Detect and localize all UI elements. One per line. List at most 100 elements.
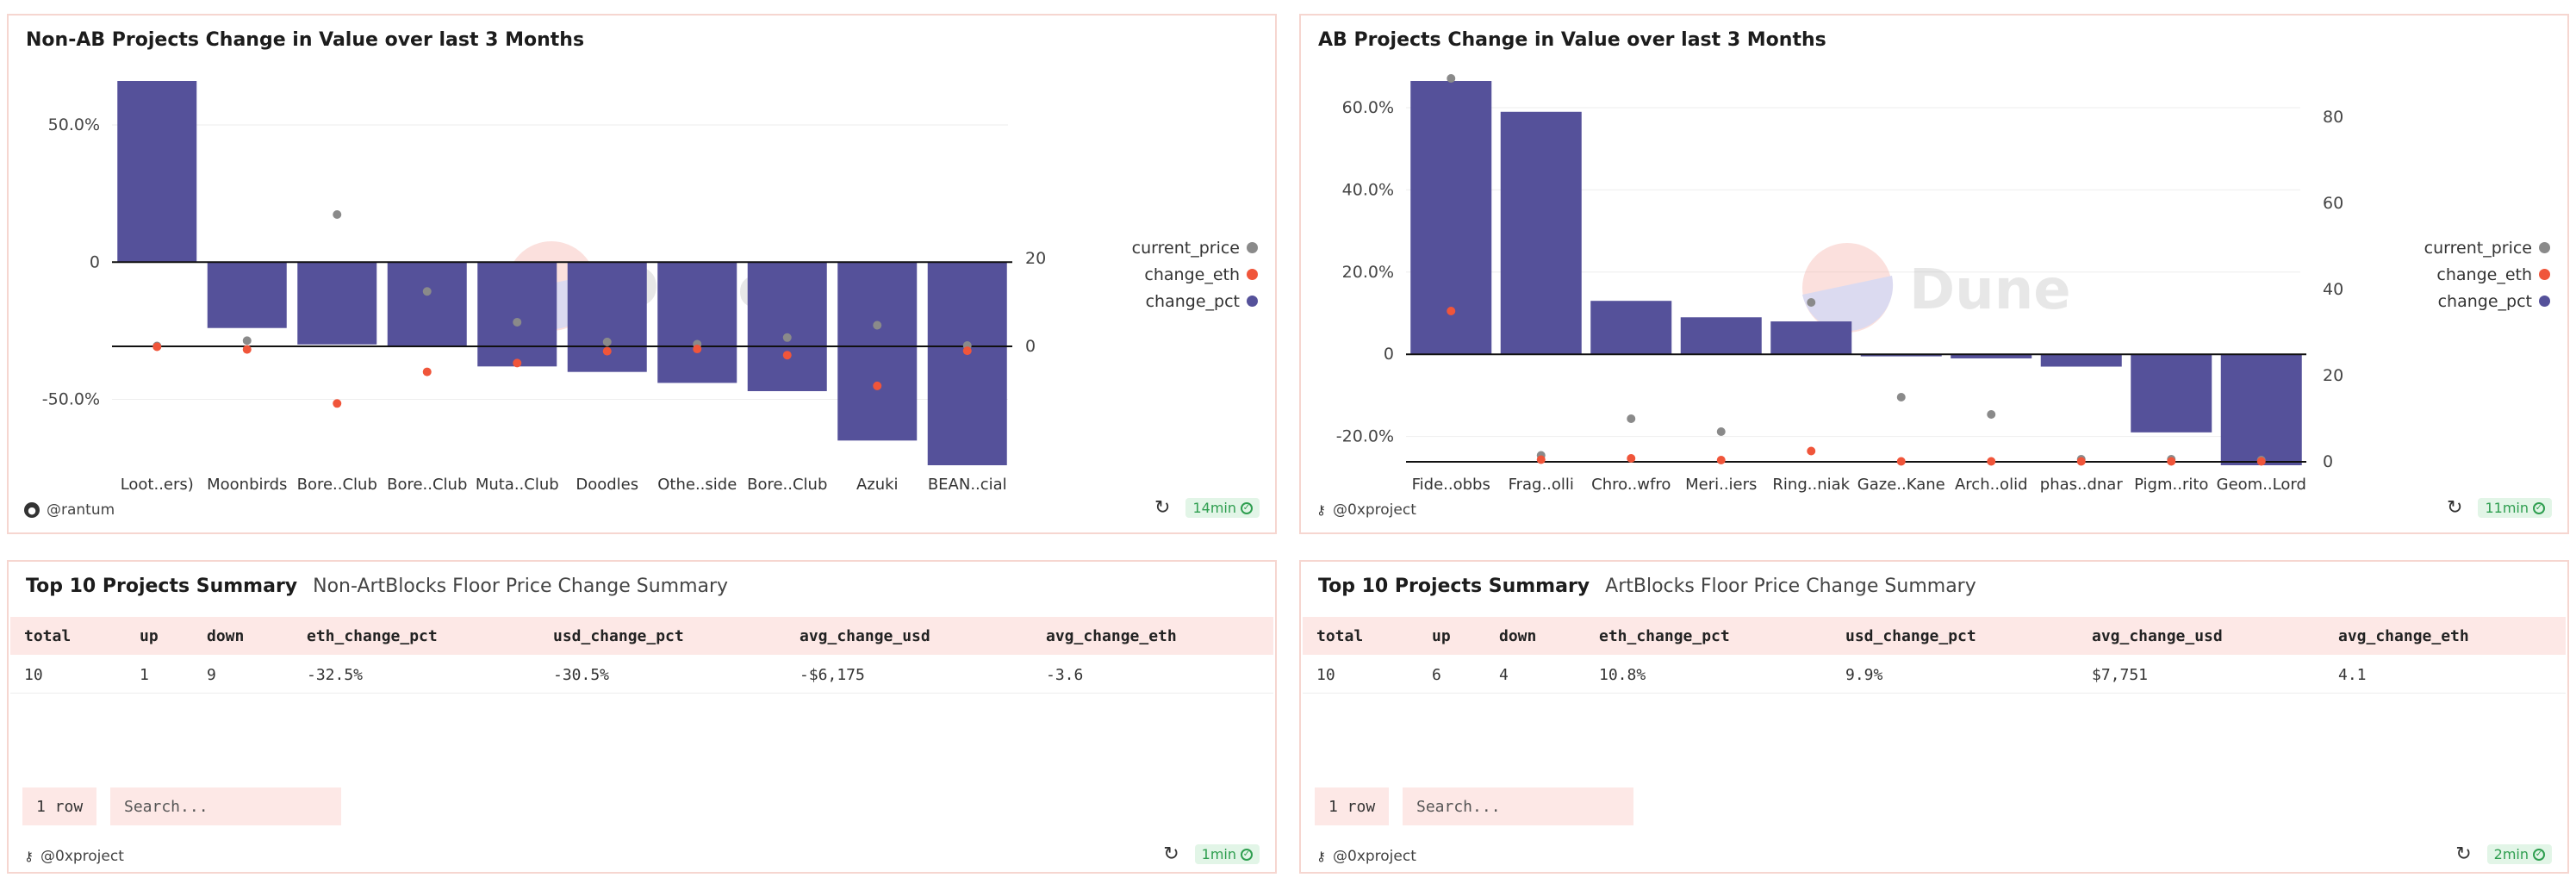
refresh-icon[interactable]: ↻ <box>1163 843 1179 865</box>
chart-author[interactable]: ⚷ @0xproject <box>1316 501 1416 519</box>
legend-dot-icon <box>1247 242 1258 253</box>
refresh-icon[interactable]: ↻ <box>2455 843 2472 865</box>
x-tick-label: Ring..niak <box>1772 476 1850 494</box>
column-header[interactable]: down <box>207 627 245 645</box>
price-dot <box>1896 393 1906 401</box>
chart-legend: current_price change_eth change_pct <box>2424 234 2550 314</box>
legend-change-pct[interactable]: change_pct <box>2424 288 2550 314</box>
change-eth-dot <box>2167 457 2176 466</box>
chart-author[interactable]: ● @rantum <box>24 501 115 519</box>
y2-tick-label: 60 <box>2323 194 2343 213</box>
y2-tick-label: 80 <box>2323 108 2343 127</box>
y-tick-label: 0 <box>90 252 100 271</box>
bar <box>387 262 467 348</box>
column-header[interactable]: avg_change_eth <box>1046 627 1177 645</box>
price-dot <box>1627 414 1636 423</box>
table-author[interactable]: ⚷ @0xproject <box>1316 848 1416 865</box>
table-status: ↻ 2min ✓ <box>2455 844 2552 864</box>
table-title: Top 10 Projects Summary ArtBlocks Floor P… <box>1318 576 1976 597</box>
legend-change-pct[interactable]: change_pct <box>1132 288 1258 314</box>
check-icon: ✓ <box>2533 848 2545 861</box>
column-header[interactable]: usd_change_pct <box>553 627 684 645</box>
refresh-icon[interactable]: ↻ <box>1154 496 1171 519</box>
price-dot <box>242 336 252 345</box>
chart-panel-ab: AB Projects Change in Value over last 3 … <box>1299 14 2569 534</box>
legend-change-eth[interactable]: change_eth <box>2424 261 2550 288</box>
chart-legend: current_price change_eth change_pct <box>1132 234 1258 314</box>
x-tick-label: Pigm..rito <box>2134 476 2208 494</box>
x-tick-label: Arch..olid <box>1955 476 2028 494</box>
column-header[interactable]: avg_change_usd <box>800 627 930 645</box>
dune-watermark: Dune <box>1802 243 2071 333</box>
table-row[interactable]: 10 1 9 -32.5% -30.5% -$6,175 -3.6 <box>10 655 1273 694</box>
avatar-icon: ● <box>24 502 40 518</box>
column-header[interactable]: down <box>1499 627 1537 645</box>
bar <box>1860 354 1942 357</box>
table-title: Top 10 Projects Summary Non-ArtBlocks Flo… <box>26 576 729 597</box>
column-header[interactable]: up <box>1432 627 1451 645</box>
y2-tick-label: 0 <box>1025 337 1036 356</box>
y-tick-label: 40.0% <box>1342 180 1394 199</box>
legend-change-eth[interactable]: change_eth <box>1132 261 1258 288</box>
search-input[interactable] <box>110 787 341 825</box>
key-icon: ⚷ <box>24 849 34 864</box>
price-dot <box>1447 74 1456 83</box>
price-dot <box>513 317 522 327</box>
change-eth-dot <box>962 346 972 356</box>
row-count-badge: 1 row <box>1315 787 1390 825</box>
check-icon: ✓ <box>2533 501 2545 514</box>
chart-title: AB Projects Change in Value over last 3 … <box>1318 29 1826 51</box>
column-header[interactable]: total <box>1316 627 1364 645</box>
bar <box>2040 354 2122 367</box>
table-row[interactable]: 10 6 4 10.8% 9.9% $7,751 4.1 <box>1303 655 2566 694</box>
table-subtitle: ArtBlocks Floor Price Change Summary <box>1605 576 1976 597</box>
change-eth-dot <box>1896 457 1906 466</box>
legend-current-price[interactable]: current_price <box>2424 234 2550 261</box>
freshness-badge: 2min ✓ <box>2486 844 2552 864</box>
change-eth-dot <box>1627 454 1636 463</box>
column-header[interactable]: total <box>24 627 72 645</box>
x-tick-label: Gaze..Kane <box>1857 476 1945 494</box>
price-dot <box>782 333 792 342</box>
freshness-badge: 14min ✓ <box>1185 498 1260 518</box>
table-panel-ab: Top 10 Projects Summary ArtBlocks Floor P… <box>1299 560 2569 874</box>
column-header[interactable]: usd_change_pct <box>1845 627 1976 645</box>
price-dot <box>1716 427 1726 436</box>
y2-tick-label: 20 <box>1025 249 1046 268</box>
table-author[interactable]: ⚷ @0xproject <box>24 848 124 865</box>
column-header[interactable]: avg_change_eth <box>2338 627 2469 645</box>
x-tick-label: Meri..iers <box>1685 476 1757 494</box>
price-dot <box>422 287 432 296</box>
x-tick-label: Muta..Club <box>476 476 559 494</box>
freshness-badge: 11min ✓ <box>2478 498 2552 518</box>
column-header[interactable]: up <box>140 627 159 645</box>
column-header[interactable]: eth_change_pct <box>307 627 438 645</box>
bar <box>1500 111 1582 355</box>
column-header[interactable]: eth_change_pct <box>1599 627 1730 645</box>
change-eth-dot <box>1536 455 1546 464</box>
x-tick-label: Bore..Club <box>297 476 377 494</box>
change-eth-dot <box>152 342 162 352</box>
change-eth-dot <box>1447 307 1456 315</box>
search-input[interactable] <box>1403 787 1633 825</box>
chart-non-ab: 50.0%0-50.0%DuneLoot..ers)MoonbirdsBore.… <box>42 81 1046 494</box>
bar <box>117 81 197 263</box>
table-panel-non-ab: Top 10 Projects Summary Non-ArtBlocks Flo… <box>7 560 1277 874</box>
x-tick-label: Chro..wfro <box>1591 476 1671 494</box>
x-tick-label: Geom..Lord <box>2217 476 2306 494</box>
legend-dot-icon <box>2539 242 2550 253</box>
chart-ab: 60.0% 40.0% 20.0% 0 -20.0% Dune Fide..obbs Frag… <box>1336 74 2343 494</box>
refresh-icon[interactable]: ↻ <box>2447 496 2463 519</box>
row-count-badge: 1 row <box>22 787 97 825</box>
legend-current-price[interactable]: current_price <box>1132 234 1258 261</box>
y-tick-label: -50.0% <box>42 390 100 409</box>
column-header[interactable]: avg_change_usd <box>2092 627 2223 645</box>
bar <box>1951 354 2032 358</box>
x-tick-label: BEAN..cial <box>928 476 1007 494</box>
bar <box>657 262 737 383</box>
bar <box>837 262 918 441</box>
table-header: total up down eth_change_pct usd_change_… <box>1303 617 2566 655</box>
bar <box>1590 301 1672 355</box>
change-eth-dot <box>1987 457 1996 466</box>
bar <box>2131 354 2212 433</box>
